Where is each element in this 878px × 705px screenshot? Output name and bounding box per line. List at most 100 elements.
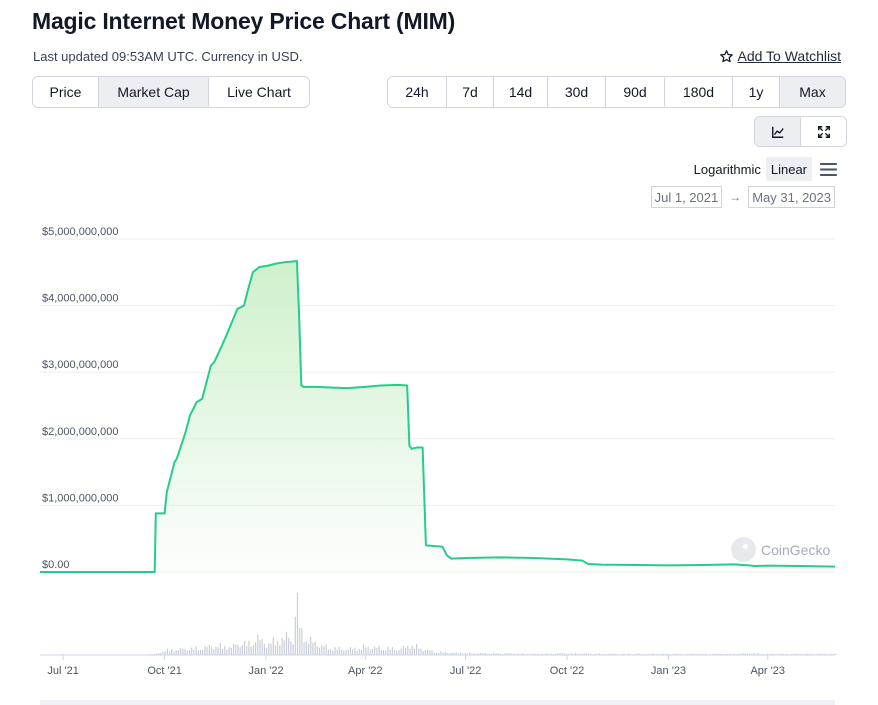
- volume-bar: [261, 639, 263, 655]
- coingecko-watermark: CoinGecko: [731, 537, 830, 562]
- volume-bar: [303, 642, 305, 655]
- volume-bar: [546, 653, 548, 655]
- volume-bar: [667, 653, 669, 655]
- date-from-input[interactable]: Jul 1, 2021: [650, 186, 723, 208]
- range-30d[interactable]: 30d: [548, 77, 606, 107]
- volume-bar: [400, 648, 402, 655]
- volume-bar: [268, 643, 270, 655]
- fullscreen-button[interactable]: [801, 117, 846, 146]
- volume-bar: [691, 653, 693, 655]
- volume-bar: [202, 649, 204, 655]
- volume-bar: [541, 653, 543, 655]
- volume-bar: [288, 637, 290, 655]
- volume-bar: [440, 651, 442, 655]
- volume-bar: [766, 653, 768, 655]
- date-to-input[interactable]: May 31, 2023: [748, 186, 835, 208]
- x-tick-label: Jul '21: [47, 665, 78, 677]
- fullscreen-icon: [817, 125, 830, 138]
- range-14d[interactable]: 14d: [494, 77, 548, 107]
- volume-bar: [508, 653, 510, 655]
- volume-bar: [742, 653, 744, 655]
- volume-bar: [204, 645, 206, 655]
- volume-bar: [184, 649, 186, 655]
- range-24h[interactable]: 24h: [388, 77, 447, 107]
- volume-bar: [662, 653, 665, 655]
- volume-bar: [806, 653, 808, 655]
- navigator-bar[interactable]: [40, 700, 835, 705]
- volume-bar: [338, 646, 341, 655]
- volume-bar: [318, 647, 321, 655]
- volume-bar: [460, 653, 462, 655]
- volume-bar: [455, 652, 457, 655]
- range-7d[interactable]: 7d: [447, 77, 494, 107]
- volume-bar: [389, 649, 391, 655]
- y-axis-labels: $0.00 $1,000,000,000 $2,000,000,000 $3,000,…: [42, 226, 118, 571]
- volume-bar: [182, 648, 184, 655]
- volume-bar: [413, 648, 415, 655]
- volume-bar: [565, 653, 568, 655]
- volume-bar: [689, 653, 691, 655]
- volume-bar: [751, 653, 753, 655]
- range-90d[interactable]: 90d: [606, 77, 665, 107]
- volume-bar: [151, 653, 153, 655]
- volume-bar: [356, 650, 358, 655]
- add-to-watchlist-label: Add To Watchlist: [737, 48, 842, 64]
- volume-bar: [250, 646, 252, 655]
- logarithmic-option[interactable]: Logarithmic: [693, 161, 761, 177]
- chart-type-tabs: Price Market Cap Live Chart: [32, 76, 310, 108]
- volume-bar: [169, 651, 171, 655]
- volume-bar: [797, 653, 799, 655]
- volume-bar: [420, 648, 422, 655]
- volume-bar: [393, 649, 396, 655]
- volume-bar: [530, 653, 532, 655]
- page-title: Magic Internet Money Price Chart (MIM): [32, 8, 456, 34]
- volume-bar: [199, 649, 202, 655]
- volume-bar: [221, 648, 224, 655]
- volume-bar: [559, 653, 561, 655]
- volume-bar: [583, 653, 585, 655]
- volume-bar: [292, 644, 294, 655]
- volume-bar: [409, 648, 411, 655]
- volume-bar: [777, 653, 779, 655]
- volume-bar: [830, 653, 832, 655]
- volume-bar: [259, 640, 261, 655]
- x-tick-label: Oct '22: [550, 665, 585, 677]
- volume-bar: [374, 646, 376, 655]
- volume-bar: [438, 653, 440, 655]
- volume-bar: [230, 647, 232, 655]
- volume-bar: [810, 653, 812, 655]
- scale-selector: Logarithmic Linear: [689, 157, 838, 181]
- coingecko-logo-icon: [731, 537, 756, 562]
- volume-bar: [506, 653, 508, 655]
- volume-bar: [453, 652, 455, 655]
- range-1y[interactable]: 1y: [733, 77, 780, 107]
- line-chart-button[interactable]: [755, 117, 801, 146]
- tab-price[interactable]: Price: [33, 77, 99, 107]
- y-tick-label: $5,000,000,000: [42, 226, 118, 238]
- volume-bar: [191, 647, 193, 655]
- tab-live-chart[interactable]: Live Chart: [209, 77, 309, 107]
- range-max[interactable]: Max: [780, 77, 845, 107]
- linear-option[interactable]: Linear: [765, 157, 812, 181]
- time-range-tabs: 24h 7d 14d 30d 90d 180d 1y Max: [387, 76, 846, 108]
- volume-bar: [532, 653, 535, 655]
- volume-bar: [442, 652, 444, 655]
- chart-menu-button[interactable]: [818, 159, 838, 179]
- volume-bar: [594, 653, 596, 655]
- volume-bar: [210, 646, 213, 655]
- add-to-watchlist-link[interactable]: Add To Watchlist: [719, 48, 842, 64]
- volume-bar: [429, 650, 431, 655]
- x-tick-label: Apr '23: [750, 665, 785, 677]
- volume-bar: [367, 646, 369, 655]
- x-tick-label: Oct '21: [147, 665, 182, 677]
- volume-bar: [382, 650, 385, 655]
- volume-bar: [266, 647, 268, 655]
- range-180d[interactable]: 180d: [665, 77, 733, 107]
- tab-market-cap[interactable]: Market Cap: [99, 77, 209, 107]
- volume-bar: [294, 616, 296, 655]
- volume-bar: [835, 653, 837, 655]
- volume-bar: [554, 653, 557, 655]
- volume-bar: [380, 649, 382, 655]
- volume-bar: [224, 646, 226, 655]
- volume-bar: [349, 647, 352, 655]
